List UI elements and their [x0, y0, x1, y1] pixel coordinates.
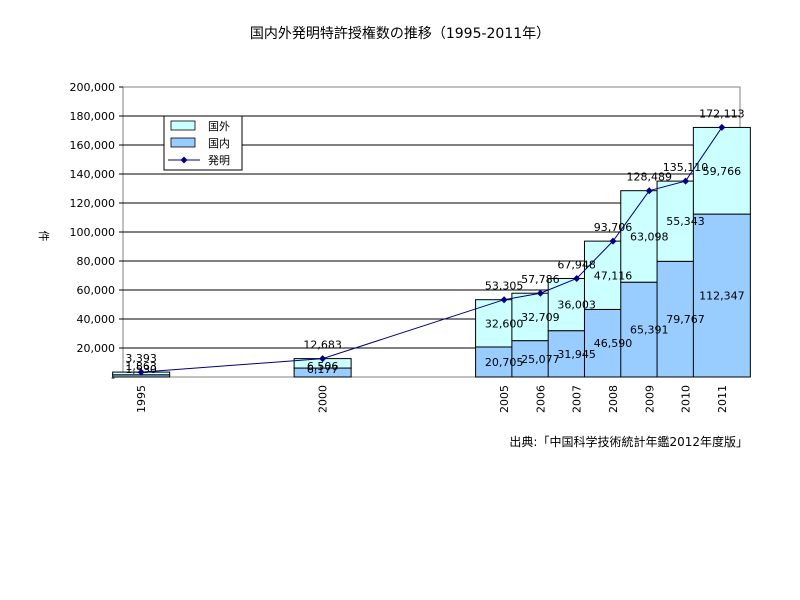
data-label-domestic: 46,590	[594, 337, 633, 350]
chart-title: 国内外発明特許授権数の推移（1995-2011年）	[250, 25, 550, 42]
data-label-domestic: 65,391	[630, 324, 669, 337]
x-tick-label: 2005	[498, 385, 511, 413]
data-label-invention: 128,489	[627, 171, 673, 184]
data-label-domestic: 112,347	[699, 290, 745, 303]
legend-swatch-foreign	[170, 120, 196, 131]
data-label-invention: 12,683	[303, 339, 342, 352]
line-point-invention	[682, 177, 690, 185]
legend: 国外 国内 発明	[163, 115, 243, 171]
y-tick-label: 120,000	[70, 197, 116, 210]
x-tick-label: 2006	[534, 385, 547, 413]
line-point-invention	[573, 274, 581, 282]
data-label-foreign: 1,863	[125, 360, 157, 373]
y-tick-label: -	[111, 371, 115, 384]
data-label-foreign: 32,709	[521, 311, 560, 324]
x-tick-label: 2007	[571, 385, 584, 413]
data-label-domestic: 20,705	[485, 356, 524, 369]
data-label-domestic: 31,945	[557, 348, 596, 361]
data-label-invention: 172,113	[699, 107, 745, 120]
bar-domestic	[692, 213, 751, 378]
data-label-invention: 67,948	[557, 258, 596, 271]
data-label-foreign: 36,003	[557, 299, 596, 312]
plot-area	[112, 86, 751, 378]
data-label-domestic: 79,767	[666, 313, 705, 326]
x-tick-label: 2011	[716, 385, 729, 413]
line-point-invention	[500, 296, 508, 304]
legend-label-domestic: 国内	[208, 136, 230, 150]
y-tick-label: 100,000	[70, 226, 116, 239]
y-tick-label: 20,000	[77, 342, 116, 355]
data-label-foreign: 59,766	[703, 165, 742, 178]
data-label-invention: 3,393	[125, 352, 157, 365]
x-tick-label: 2000	[317, 385, 330, 413]
y-tick-label: 80,000	[77, 255, 116, 268]
bar-foreign	[692, 126, 751, 215]
line-point-invention	[645, 187, 653, 195]
y-tick-label: 60,000	[77, 284, 116, 297]
line-point-invention	[536, 289, 544, 297]
data-label-foreign: 32,600	[485, 317, 524, 330]
x-tick-label: 2009	[643, 385, 656, 413]
line-point-invention	[718, 123, 726, 131]
data-label-invention: 93,706	[594, 221, 633, 234]
line-point-invention	[319, 355, 327, 363]
y-tick-label: 180,000	[70, 110, 116, 123]
legend-swatch-domestic	[170, 137, 196, 148]
legend-label-invention: 発明	[208, 153, 230, 167]
data-label-domestic: 6,177	[307, 363, 339, 376]
y-axis-label: 件	[37, 231, 50, 242]
x-tick-label: 2008	[607, 385, 620, 413]
data-label-domestic: 25,077	[521, 353, 560, 366]
legend-label-foreign: 国外	[208, 120, 230, 133]
source-note: 出典:「中国科学技術統計年鑑2012年度版」	[509, 434, 748, 449]
data-label-foreign: 6,506	[307, 360, 339, 373]
line-point-invention	[137, 368, 145, 376]
y-tick-label: 200,000	[70, 81, 116, 94]
data-label-invention: 57,786	[521, 273, 560, 286]
data-label-foreign: 63,098	[630, 230, 669, 243]
data-label-invention: 53,305	[485, 280, 524, 293]
x-tick-label: 2010	[680, 385, 693, 413]
line-point-invention	[609, 237, 617, 245]
legend-marker-invention	[180, 156, 188, 164]
data-label-invention: 135,110	[663, 161, 709, 174]
data-label-foreign: 47,116	[594, 269, 633, 282]
y-tick-label: 40,000	[77, 313, 116, 326]
data-label-foreign: 55,343	[666, 215, 705, 228]
y-tick-label: 140,000	[70, 168, 116, 181]
y-tick-label: 160,000	[70, 139, 116, 152]
x-tick-label: 1995	[135, 385, 148, 413]
